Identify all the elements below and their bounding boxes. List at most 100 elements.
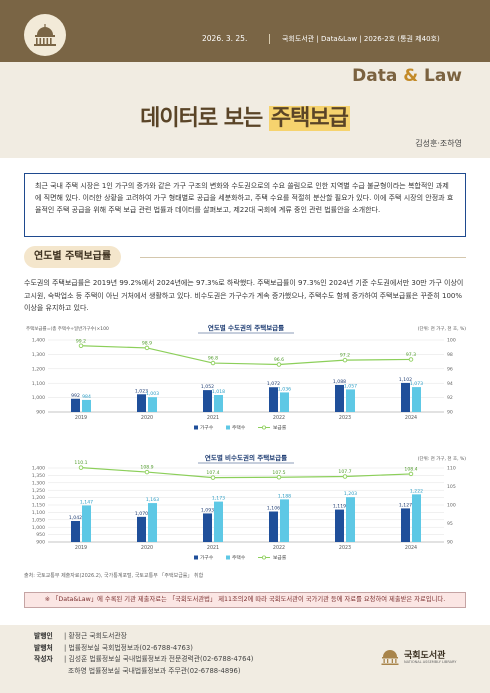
x-tick-label: 2024 [405,415,417,421]
x-tick-label: 2019 [75,545,87,551]
bar-label: 1,173 [212,496,225,502]
y-tick-label: 1,300 [32,352,45,358]
y-tick-label: 1,100 [32,510,45,516]
bar-가구수-2024 [401,508,410,542]
rate-label: 110.1 [74,460,87,466]
legend-label: 보급률 [273,555,287,561]
bar-label: 1,023 [135,388,148,394]
section-body: 수도권의 주택보급률은 2019년 99.2%에서 2024년에는 97.3%로… [24,279,464,312]
legend-line-marker [261,425,266,430]
rate-line [80,345,412,366]
bar-주택수-2019 [82,399,91,412]
legend-label: 가구수 [200,554,214,561]
chart-capital-area: 연도별 수도권의 주택보급률 주택보급률=(총 주택수÷일반가구수)×100 (단위… [24,318,468,446]
bar-가구수-2024 [401,382,410,412]
y-tick-label: 900 [36,410,45,416]
legend-swatch [194,555,198,560]
y-tick-label: 950 [36,532,45,538]
x-tick-label: 2022 [273,415,285,421]
bar-가구수-2020 [137,394,146,412]
rate-label: 107.5 [272,470,285,476]
bar-가구수-2021 [203,390,212,412]
rate-point [276,475,282,480]
legend-swatch [194,425,198,430]
y-right-tick-label: 98 [447,352,453,358]
y-tick-label: 1,150 [32,503,45,509]
legend-swatch [226,555,230,560]
right-axis-label: (단위: 천 가구, 천 호, %) [418,325,467,332]
right-axis-label: (단위: 천 가구, 천 호, %) [418,455,467,462]
y-right-tick-label: 110 [447,466,456,472]
bar-label: 1,070 [135,511,148,517]
header-divider [269,34,270,44]
bar-가구수-2023 [335,509,344,542]
y-tick-label: 1,400 [32,466,45,472]
rate-point [78,465,84,470]
y-right-tick-label: 100 [447,338,456,344]
rate-label: 99.2 [76,338,86,344]
rate-label: 97.3 [406,352,416,358]
bar-label: 1,036 [278,386,291,392]
title-strip [0,62,490,158]
bar-label: 1,127 [399,502,412,508]
rate-point [144,345,150,351]
bar-label: 992 [71,393,80,399]
series-info: 국회도서관 | Data&Law | 2026-2호 (통권 제40호) [282,35,440,43]
x-tick-label: 2023 [339,415,351,421]
y-tick-label: 1,050 [32,517,45,523]
rate-point [210,360,216,366]
bar-label: 1,093 [201,507,214,513]
publisher-info: 발행인 | 황정근 국회도서관장 발행처 | 법률정보실 국회법정보과(02-678… [34,631,253,677]
author-row: 작성자 | 김성훈 법률정보실 국내법률정보과 전문경력관(02-6788-476… [34,655,254,663]
rate-label: 96.8 [208,356,218,362]
summary-box: 최근 국내 주택 시장은 1인 가구의 증가와 같은 가구 구조의 변화와 수도… [24,173,466,237]
rate-label: 107.7 [338,469,351,475]
y-right-tick-label: 105 [447,484,456,490]
bar-가구수-2019 [71,398,80,412]
publisher-row: 발행인 | 황정근 국회도서관장 [34,632,127,640]
y-right-tick-label: 95 [447,521,453,527]
rate-point [342,357,348,363]
chart-non-capital-area: 연도별 비수도권의 주택보급률 (단위: 천 가구, 천 호, %) 900 950 1… [24,450,468,568]
x-tick-label: 2023 [339,545,351,551]
legend-label: 가구수 [200,424,214,431]
x-tick-label: 2020 [141,415,153,421]
bar-가구수-2022 [269,387,278,412]
bar-label: 1,003 [146,391,159,397]
y-tick-label: 1,400 [32,338,45,344]
x-tick-label: 2021 [207,415,219,421]
library-logo-icon [381,650,399,665]
authors: 김성훈·조하영 [415,139,462,148]
rate-label: 107.4 [206,470,219,476]
bar-label: 1,119 [333,504,346,510]
data-law-brand: Data & Law [352,66,462,86]
rate-point [276,362,282,367]
x-tick-label: 2019 [75,415,87,421]
bar-label: 1,147 [80,499,93,505]
bar-주택수-2024 [412,494,421,542]
bar-label: 1,188 [278,493,291,499]
legend-swatch [226,425,230,430]
legend-label: 주택수 [232,424,246,431]
bar-label: 1,163 [146,497,159,503]
bar-label: 984 [82,394,91,400]
bar-주택수-2022 [280,392,289,412]
y-right-tick-label: 90 [447,410,453,416]
bar-가구수-2022 [269,511,278,542]
page-title: 데이터로 보는 주택보급 [140,106,350,131]
author-row-2: 조하영 법률정보실 국내법률정보과 주무관(02-6788-4896) [68,666,241,675]
bar-label: 1,052 [201,384,214,390]
y-tick-label: 1,200 [32,366,45,372]
x-tick-label: 2024 [405,545,417,551]
footer [0,625,490,693]
rate-label: 108.9 [140,465,153,471]
x-tick-label: 2021 [207,545,219,551]
bar-주택수-2023 [346,389,355,412]
bar-주택수-2023 [346,497,355,542]
bar-label: 1,042 [69,515,82,521]
y-right-tick-label: 100 [447,503,456,509]
bar-label: 1,073 [410,381,423,387]
rate-label: 108.4 [404,466,417,472]
section-title: 연도별 주택보급률 [24,246,122,268]
chart-title: 연도별 수도권의 주택보급률 [208,323,284,332]
